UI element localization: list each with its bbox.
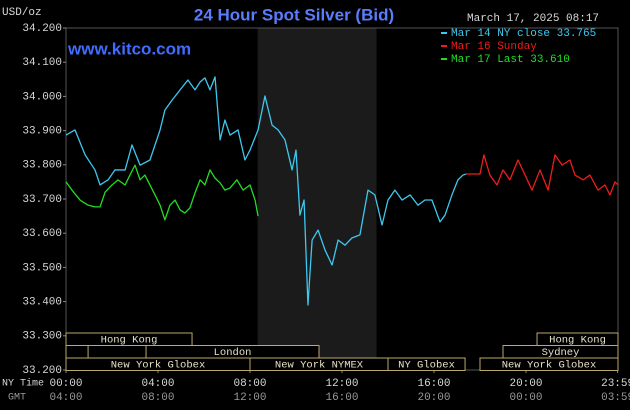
session-label: Hong Kong xyxy=(549,335,606,347)
session-label: Hong Kong xyxy=(101,335,158,347)
x2-axis-label: GMT xyxy=(8,393,26,404)
x-tick-label: 00:00 xyxy=(49,378,82,390)
x2-tick-label: 16:00 xyxy=(325,392,358,404)
session-label: Sydney xyxy=(542,347,580,359)
x2-tick-label: 04:00 xyxy=(49,392,82,404)
x-tick-label: 16:00 xyxy=(417,378,450,390)
x2-tick-label: 03:59 xyxy=(601,392,630,404)
x-tick-label: 12:00 xyxy=(325,378,358,390)
series-line xyxy=(65,76,467,306)
x2-tick-label: 08:00 xyxy=(141,392,174,404)
session-label: London xyxy=(214,347,252,359)
legend-label: Mar 17 Last 33.610 xyxy=(451,54,570,66)
session-box xyxy=(65,345,89,359)
chart-title: 24 Hour Spot Silver (Bid) xyxy=(194,5,394,24)
session-label: NY Globex xyxy=(398,360,455,372)
x2-tick-label: 20:00 xyxy=(417,392,450,404)
session-label: New York NYMEX xyxy=(275,360,364,372)
y-tick-label: 34.100 xyxy=(22,57,62,69)
y-tick-label: 33.800 xyxy=(22,160,62,172)
legend-label: Mar 16 Sunday xyxy=(451,41,537,53)
y-tick-label: 33.200 xyxy=(22,365,62,377)
y-tick-label: 33.600 xyxy=(22,228,62,240)
session-label: New York Globex xyxy=(111,360,206,372)
x-tick-label: 04:00 xyxy=(141,378,174,390)
x2-tick-label: 12:00 xyxy=(233,392,266,404)
x-tick-label: 08:00 xyxy=(233,378,266,390)
x-tick-label: 20:00 xyxy=(509,378,542,390)
session-box xyxy=(65,332,193,346)
y-tick-label: 33.900 xyxy=(22,126,62,138)
y-tick-label: 33.700 xyxy=(22,194,62,206)
shaded-region xyxy=(257,28,377,370)
y-tick-label: 34.000 xyxy=(22,91,62,103)
timestamp: March 17, 2025 08:17 xyxy=(467,13,599,25)
session-box xyxy=(387,357,466,371)
watermark: www.kitco.com xyxy=(67,39,191,58)
y-tick-label: 33.400 xyxy=(22,297,62,309)
x-tick-label: 23:59 xyxy=(601,378,630,390)
y-tick-label: 33.300 xyxy=(22,331,62,343)
x2-tick-label: 00:00 xyxy=(509,392,542,404)
series-line xyxy=(65,164,259,221)
y-axis-label: USD/oz xyxy=(2,7,42,19)
y-tick-label: 34.200 xyxy=(22,23,62,35)
series-line xyxy=(465,154,619,196)
x-axis-label: NY Time xyxy=(2,378,44,390)
session-label: New York Globex xyxy=(502,360,597,372)
session-box xyxy=(479,357,619,371)
y-tick-label: 33.500 xyxy=(22,262,62,274)
legend-label: Mar 14 NY close 33.765 xyxy=(451,28,596,40)
